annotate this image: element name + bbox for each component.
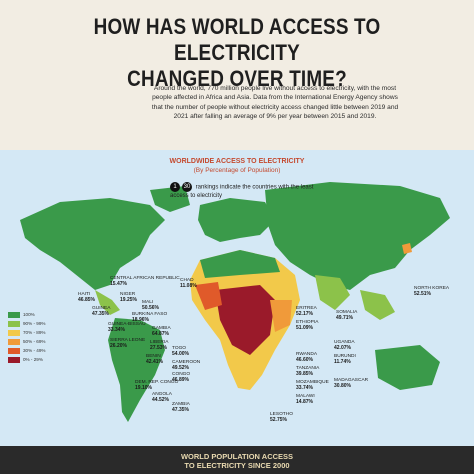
central-america-shape — [95, 290, 120, 315]
country-label: CHAD 11.08% — [180, 278, 197, 289]
legend-swatch — [8, 356, 20, 363]
country-label: BURUNDI 11.74% — [334, 354, 356, 365]
map-heading: WORLDWIDE ACCESS TO ELECTRICITY — [169, 158, 305, 165]
rank-badge-start: 1 — [170, 182, 180, 192]
north-korea-shape — [402, 243, 412, 254]
west-africa-shape — [195, 282, 222, 310]
map-subheading: (By Percentage of Population) — [193, 167, 281, 174]
bottom-title-line-2: TO ELECTRICITY SINCE 2000 — [184, 461, 290, 470]
legend-label: 50% - 69% — [23, 339, 46, 344]
title-line-2: CHANGED OVER TIME? — [127, 66, 347, 91]
country-label: SIERRA LEONE 26.20% — [110, 338, 146, 349]
title-line-1: HOW HAS WORLD ACCESS TO ELECTRICITY — [93, 14, 381, 65]
legend-item: 90% - 99% — [8, 319, 45, 328]
legend-swatch — [8, 338, 20, 345]
legend-swatch — [8, 347, 20, 354]
legend-item: 50% - 69% — [8, 337, 45, 346]
legend-swatch — [8, 329, 20, 336]
country-label: SOMALIA 49.71% — [336, 310, 358, 321]
legend-label: 90% - 99% — [23, 321, 46, 326]
country-label: MALI 50.56% — [142, 300, 159, 311]
country-label: LIBERIA 27.53% — [150, 340, 169, 351]
country-label: BENIN 42.41% — [146, 354, 163, 365]
country-label: GUINEA-BISSAU 33.34% — [108, 322, 146, 333]
south-asia-shape — [315, 275, 350, 310]
page-title: HOW HAS WORLD ACCESS TO ELECTRICITY CHAN… — [33, 14, 441, 92]
central-africa-shape — [215, 285, 275, 355]
country-label: UGANDA 42.07% — [334, 340, 355, 351]
intro-text: Around the world, 770 million people liv… — [151, 85, 399, 121]
country-label: ANGOLA 44.52% — [152, 392, 172, 403]
world-map-panel — [0, 150, 474, 446]
bottom-band — [0, 446, 474, 474]
map-legend: 100% 90% - 99% 70% - 89% 50% - 69% 30% -… — [8, 310, 45, 364]
country-label: HAITI 46.85% — [78, 292, 95, 303]
country-label: NIGER 19.25% — [120, 292, 137, 303]
country-label: CONGO 46.89% — [172, 372, 191, 383]
legend-label: 30% - 49% — [23, 348, 46, 353]
southeast-asia-shape — [360, 290, 395, 320]
east-africa-shape — [270, 300, 292, 332]
rank-note: 1 30 rankings indicate the countries with… — [170, 182, 330, 200]
legend-item: 30% - 49% — [8, 346, 45, 355]
south-america-shape — [108, 318, 165, 422]
legend-item: 70% - 89% — [8, 328, 45, 337]
asia-shape — [265, 182, 450, 290]
country-label: LESOTHO 52.75% — [270, 412, 293, 423]
country-label: ERITREA 52.17% — [296, 306, 317, 317]
rank-badge-end: 30 — [182, 182, 192, 192]
bottom-title-line-1: WORLD POPULATION ACCESS — [180, 452, 294, 461]
legend-swatch — [8, 311, 20, 318]
country-label: RWANDA 46.60% — [296, 352, 318, 363]
country-label: TOGO 54.00% — [172, 346, 189, 357]
country-label: BURKINA FASO 18.96% — [132, 312, 168, 323]
europe-shape — [198, 198, 275, 242]
country-label: MADAGASCAR 30.80% — [334, 378, 369, 389]
north-america-shape — [20, 198, 165, 290]
legend-label: 100% — [23, 312, 35, 317]
legend-label: 0% - 29% — [23, 357, 43, 362]
country-label: GAMBIA 64.87% — [152, 326, 171, 337]
legend-label: 70% - 89% — [23, 330, 46, 335]
legend-item: 0% - 29% — [8, 355, 45, 364]
country-label: ETHIOPIA 51.09% — [296, 320, 319, 331]
legend-item: 100% — [8, 310, 45, 319]
bottom-section-title: WORLD POPULATION ACCESS TO ELECTRICITY S… — [0, 452, 474, 470]
legend-swatch — [8, 320, 20, 327]
country-label: TANZANIA 39.85% — [296, 366, 320, 377]
rank-note-text: rankings indicate the countries with the… — [170, 184, 314, 199]
world-map — [20, 182, 450, 422]
country-label: DEM. REP. CONGO 19.10% — [135, 380, 179, 391]
north-africa-shape — [200, 250, 280, 278]
country-label: NORTH KOREA 52.51% — [414, 286, 450, 297]
country-label: MALAWI 14.87% — [296, 394, 315, 405]
country-label: CAMEROON 49.52% — [172, 360, 201, 371]
australia-shape — [375, 345, 440, 390]
country-label: ZAMBIA 47.35% — [172, 402, 190, 413]
country-label: GUINEA 47.35% — [92, 306, 111, 317]
country-label: CENTRAL AFRICAN REPUBLIC 15.47% — [110, 276, 180, 287]
greenland-shape — [150, 186, 190, 212]
country-label: MOZAMBIQUE 33.74% — [296, 380, 329, 391]
